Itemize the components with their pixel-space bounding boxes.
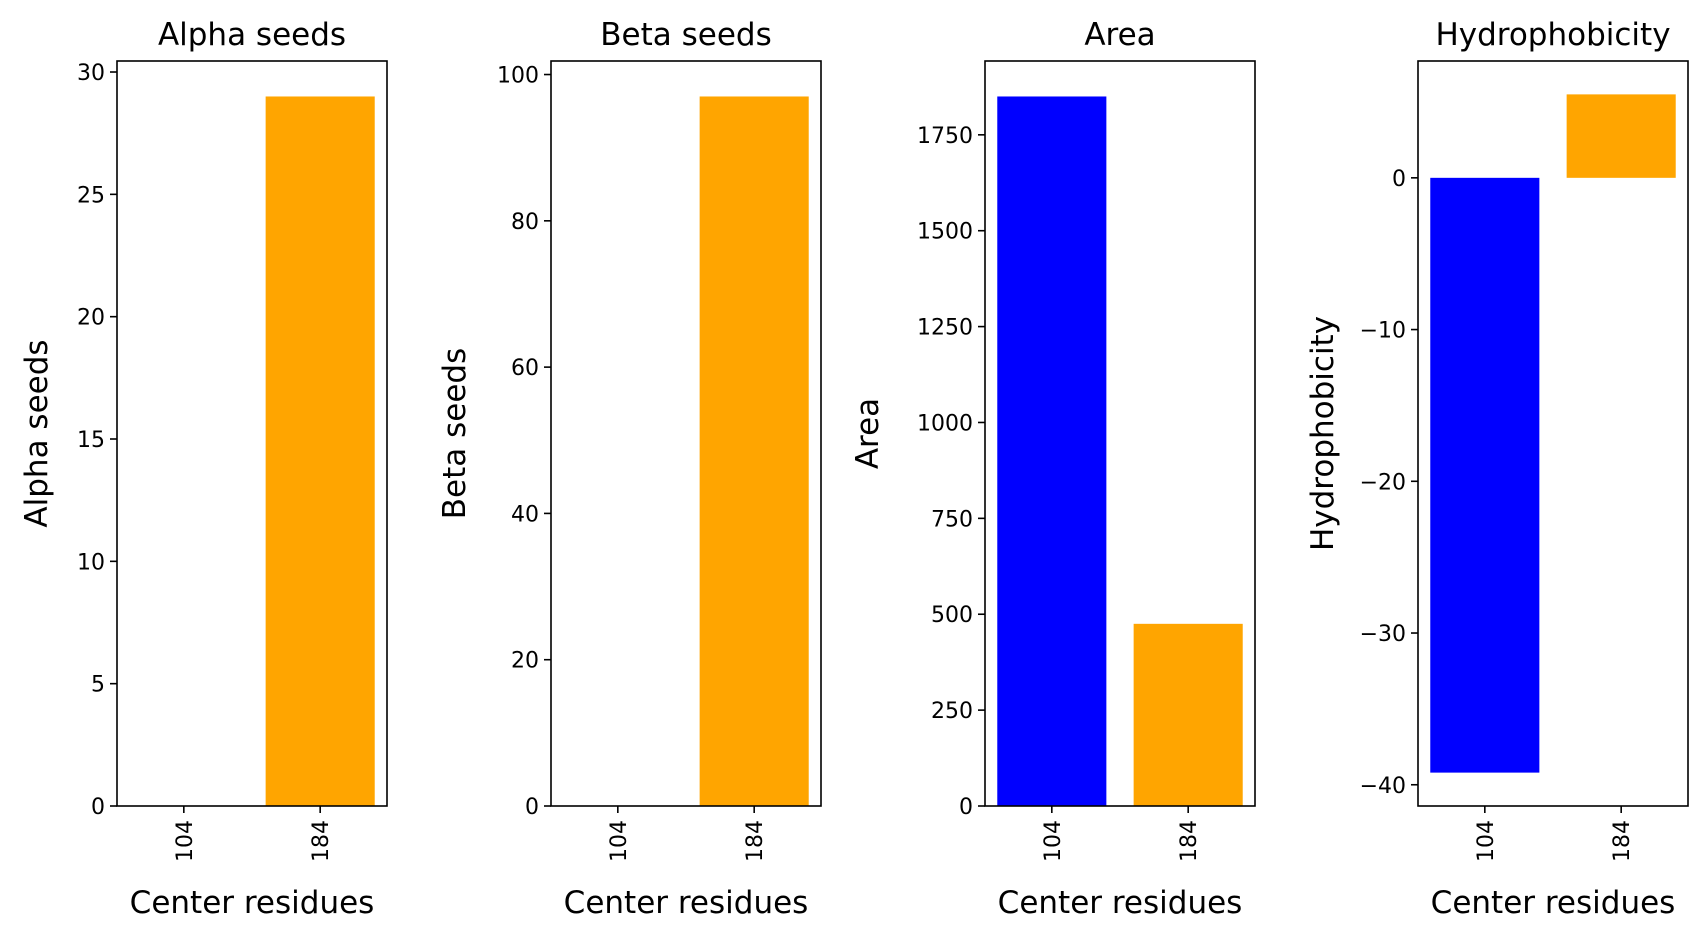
x-tick-label: 184: [743, 820, 768, 862]
x-ticks: 104 184: [1474, 806, 1635, 862]
x-tick-label: 184: [1610, 820, 1635, 862]
y-tick-label: 0: [1392, 167, 1406, 192]
y-ticks: 0 20 40 60 80 100: [497, 64, 551, 820]
y-axis-label: Beta seeds: [437, 348, 473, 519]
y-tick-label: −10: [1360, 319, 1406, 344]
y-tick-label: 1250: [917, 316, 973, 341]
y-tick-label: −30: [1360, 622, 1406, 647]
y-ticks: 0 5 10 15 20 25 30: [77, 61, 117, 820]
axes-frame: [984, 60, 1256, 807]
y-tick-label: 5: [91, 673, 105, 698]
x-tick-label: 104: [607, 820, 632, 862]
y-tick-label: 10: [77, 550, 105, 575]
bar-184: [1133, 623, 1243, 806]
panel-title: Area: [1084, 17, 1155, 53]
y-tick-label: 30: [77, 61, 105, 86]
x-tick-label: 184: [1177, 820, 1202, 862]
y-ticks: 0 250 500 750 1000 1250 1500 1750: [917, 124, 985, 820]
x-axis-label: Center residues: [130, 885, 375, 921]
y-tick-label: 500: [931, 603, 973, 628]
panel-hydrophobicity: −40 −30 −20 −10 0 104 184 Hydrophobicity Cent…: [1305, 17, 1689, 921]
y-tick-label: 0: [959, 795, 973, 820]
y-tick-label: 1000: [917, 411, 973, 436]
bar-group: [265, 96, 375, 806]
axes-frame: [116, 60, 388, 807]
panel-title: Beta seeds: [600, 17, 771, 53]
y-tick-label: 20: [77, 306, 105, 331]
x-axis-label: Center residues: [1431, 885, 1676, 921]
y-tick-label: 0: [91, 795, 105, 820]
panel-alpha-seeds: 0 5 10 15 20 25 30 104 184 Alpha seeds Center r…: [19, 17, 388, 921]
y-tick-label: 40: [511, 502, 539, 527]
axes-frame: [550, 60, 822, 807]
bar-184: [699, 96, 809, 806]
bar-group: [699, 96, 809, 806]
y-tick-label: 0: [525, 795, 539, 820]
bar-104: [997, 96, 1107, 806]
panel-beta-seeds: 0 20 40 60 80 100 104 184 Beta seeds Center re…: [437, 17, 822, 921]
panel-title: Alpha seeds: [158, 17, 346, 53]
y-tick-label: −20: [1360, 470, 1406, 495]
x-axis-label: Center residues: [564, 885, 809, 921]
y-tick-label: 15: [77, 428, 105, 453]
y-tick-label: −40: [1360, 774, 1406, 799]
y-axis-label: Area: [850, 398, 886, 469]
x-tick-label: 104: [173, 820, 198, 862]
y-tick-label: 60: [511, 356, 539, 381]
x-ticks: 104 184: [1041, 806, 1202, 862]
y-tick-label: 1500: [917, 220, 973, 245]
y-tick-label: 20: [511, 649, 539, 674]
panel-area: 0 250 500 750 1000 1250 1500 1750 104 184 Area C…: [850, 17, 1256, 921]
y-tick-label: 250: [931, 699, 973, 724]
y-tick-label: 25: [77, 183, 105, 208]
x-tick-label: 104: [1041, 820, 1066, 862]
panel-title: Hydrophobicity: [1435, 17, 1670, 53]
y-axis-label: Alpha seeds: [19, 339, 55, 527]
y-tick-label: 1750: [917, 124, 973, 149]
axes-frame: [1417, 60, 1689, 807]
y-tick-label: 750: [931, 507, 973, 532]
x-tick-label: 104: [1474, 820, 1499, 862]
bar-group: [997, 96, 1243, 806]
y-tick-label: 100: [497, 64, 539, 89]
y-axis-label: Hydrophobicity: [1305, 316, 1341, 551]
bar-104: [1430, 177, 1540, 773]
y-tick-label: 80: [511, 210, 539, 235]
bar-184: [1566, 94, 1676, 178]
bar-184: [265, 96, 375, 806]
x-tick-label: 184: [309, 820, 334, 862]
x-axis-label: Center residues: [998, 885, 1243, 921]
x-ticks: 104 184: [173, 806, 334, 862]
y-ticks: −40 −30 −20 −10 0: [1360, 167, 1418, 799]
x-ticks: 104 184: [607, 806, 768, 862]
bar-group: [1430, 94, 1676, 773]
